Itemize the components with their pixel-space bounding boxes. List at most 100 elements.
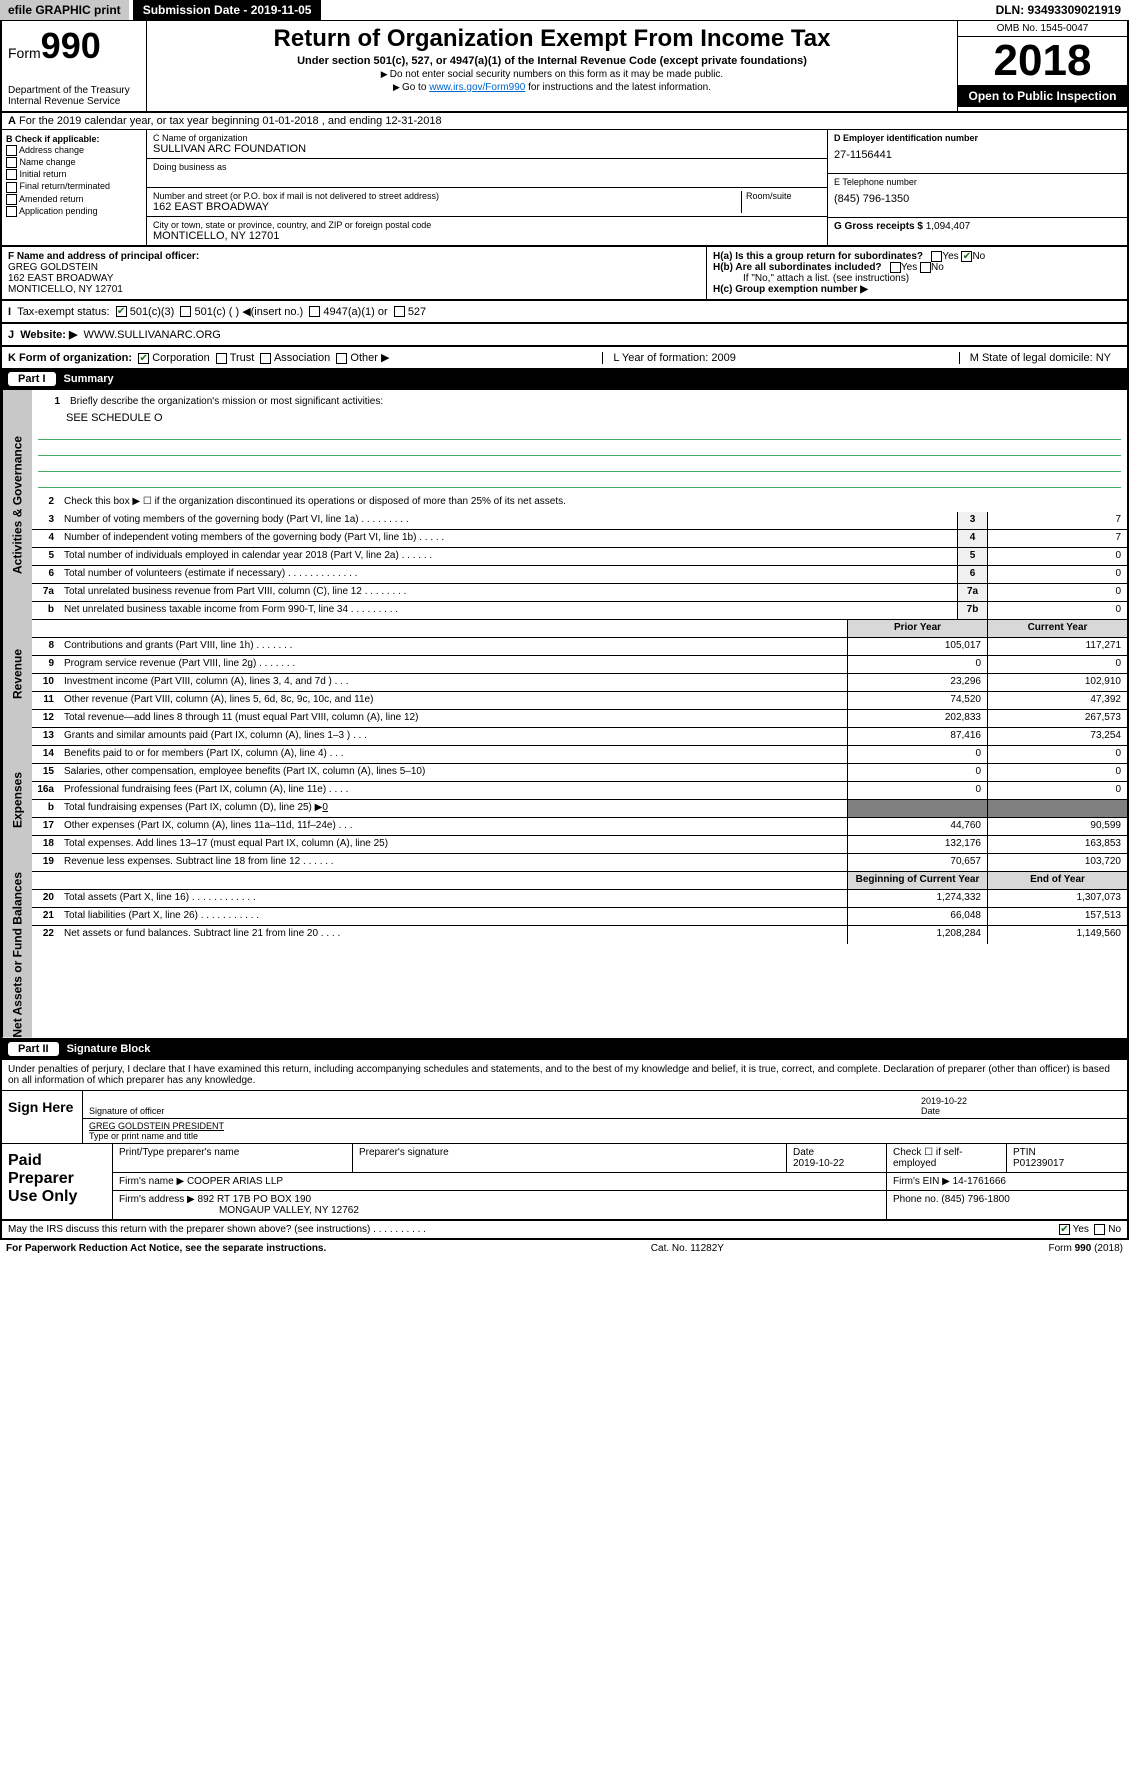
p11: 74,520 (847, 692, 987, 709)
dln: DLN: 93493309021919 (988, 0, 1129, 20)
officer-addr1: 162 EAST BROADWAY (8, 273, 700, 284)
l1-text: Briefly describe the organization's miss… (66, 394, 1121, 412)
l7a: Total unrelated business revenue from Pa… (60, 584, 957, 601)
c-name: SULLIVAN ARC FOUNDATION (153, 143, 821, 155)
part1-bar: Part ISummary (0, 370, 1129, 390)
dept-label: Department of the Treasury Internal Reve… (8, 85, 140, 107)
state-domicile: M State of legal domicile: NY (959, 352, 1121, 364)
firm-name: COOPER ARIAS LLP (187, 1176, 283, 1187)
c20: 1,307,073 (987, 890, 1127, 907)
prep-date-h: Date (793, 1147, 880, 1158)
discuss-no[interactable] (1094, 1224, 1105, 1235)
c11: 47,392 (987, 692, 1127, 709)
year-formation: L Year of formation: 2009 (602, 352, 746, 364)
prep-date-v: 2019-10-22 (793, 1158, 880, 1169)
ha-line: H(a) Is this a group return for subordin… (713, 251, 1121, 262)
ptin-v: P01239017 (1013, 1158, 1121, 1169)
prep-self: Check ☐ if self-employed (887, 1144, 1007, 1172)
v7b: 0 (987, 602, 1127, 619)
tax-year: 2018 (958, 37, 1127, 85)
check-b-label: B Check if applicable: (6, 134, 142, 144)
ck-trust[interactable] (216, 353, 227, 364)
f-lbl: F Name and address of principal officer: (8, 251, 700, 262)
addr-lbl: Number and street (or P.O. box if mail i… (153, 191, 741, 201)
v3: 7 (987, 512, 1127, 529)
p16a: 0 (847, 782, 987, 799)
ck-name[interactable]: Name change (6, 157, 142, 168)
l20: Total assets (Part X, line 16) . . . . .… (60, 890, 847, 907)
discuss-line: May the IRS discuss this return with the… (0, 1221, 1129, 1240)
l16a: Professional fundraising fees (Part IX, … (60, 782, 847, 799)
efile-label[interactable]: efile GRAPHIC print (0, 0, 129, 20)
tel-lbl: E Telephone number (834, 177, 1121, 187)
v6: 0 (987, 566, 1127, 583)
p18: 132,176 (847, 836, 987, 853)
l19: Revenue less expenses. Subtract line 18 … (60, 854, 847, 871)
ck-initial[interactable]: Initial return (6, 169, 142, 180)
hb-line: H(b) Are all subordinates included? Yes … (713, 262, 1121, 273)
omb: OMB No. 1545-0047 (958, 21, 1127, 37)
c13: 73,254 (987, 728, 1127, 745)
l3: Number of voting members of the governin… (60, 512, 957, 529)
officer-name: GREG GOLDSTEIN (8, 262, 700, 273)
v7a: 0 (987, 584, 1127, 601)
p21: 66,048 (847, 908, 987, 925)
entity-block: B Check if applicable: Address change Na… (0, 130, 1129, 247)
v4: 7 (987, 530, 1127, 547)
ck-address[interactable]: Address change (6, 145, 142, 156)
firm-addr: 892 RT 17B PO BOX 190 (198, 1194, 312, 1205)
c-name-lbl: C Name of organization (153, 133, 821, 143)
sig-date: 2019-10-22 (921, 1096, 1121, 1106)
ck-4947[interactable] (309, 306, 320, 317)
submission-date: Submission Date - 2019-11-05 (133, 0, 322, 20)
hc-line: H(c) Group exemption number ▶ (713, 284, 1121, 295)
ck-other[interactable] (336, 353, 347, 364)
sig-name: GREG GOLDSTEIN PRESIDENT (89, 1121, 224, 1131)
cat-no: Cat. No. 11282Y (651, 1243, 724, 1254)
officer-addr2: MONTICELLO, NY 12701 (8, 284, 700, 295)
l10: Investment income (Part VIII, column (A)… (60, 674, 847, 691)
irs-link[interactable]: www.irs.gov/Form990 (429, 82, 525, 93)
top-bar: efile GRAPHIC print Submission Date - 20… (0, 0, 1129, 21)
ck-501c[interactable] (180, 306, 191, 317)
open-public: Open to Public Inspection (958, 85, 1127, 107)
gross-val: 1,094,407 (926, 221, 971, 232)
c17: 90,599 (987, 818, 1127, 835)
ck-amended[interactable]: Amended return (6, 194, 142, 205)
discuss-yes[interactable] (1059, 1224, 1070, 1235)
side-revenue: Revenue (2, 620, 32, 728)
ck-assoc[interactable] (260, 353, 271, 364)
p22: 1,208,284 (847, 926, 987, 944)
prep-sig-h: Preparer's signature (353, 1144, 787, 1172)
c16a: 0 (987, 782, 1127, 799)
p19: 70,657 (847, 854, 987, 871)
l1-val: SEE SCHEDULE O (38, 412, 1121, 424)
ptin-h: PTIN (1013, 1147, 1121, 1158)
phone-val: (845) 796-1800 (941, 1194, 1009, 1205)
side-netassets: Net Assets or Fund Balances (2, 872, 32, 1038)
pra-notice: For Paperwork Reduction Act Notice, see … (6, 1243, 326, 1254)
calendar-line: A For the 2019 calendar year, or tax yea… (0, 113, 1129, 130)
dba-lbl: Doing business as (153, 162, 821, 172)
p17: 44,760 (847, 818, 987, 835)
l17: Other expenses (Part IX, column (A), lin… (60, 818, 847, 835)
ck-corp[interactable] (138, 353, 149, 364)
ck-final[interactable]: Final return/terminated (6, 181, 142, 192)
c18: 163,853 (987, 836, 1127, 853)
l12: Total revenue—add lines 8 through 11 (mu… (60, 710, 847, 727)
prep-name-h: Print/Type preparer's name (113, 1144, 353, 1172)
l18: Total expenses. Add lines 13–17 (must eq… (60, 836, 847, 853)
ck-pending[interactable]: Application pending (6, 206, 142, 217)
tel-val: (845) 796-1350 (834, 193, 1121, 205)
c10: 102,910 (987, 674, 1127, 691)
part2-bar: Part IISignature Block (0, 1040, 1129, 1060)
phone-lbl: Phone no. (893, 1194, 939, 1205)
l15: Salaries, other compensation, employee b… (60, 764, 847, 781)
firm-lbl: Firm's name ▶ (119, 1176, 184, 1187)
ck-501c3[interactable] (116, 306, 127, 317)
firm-ein: 14-1761666 (953, 1176, 1006, 1187)
l2: Check this box ▶ ☐ if the organization d… (60, 494, 1127, 512)
hb-note: If "No," attach a list. (see instruction… (713, 273, 1121, 284)
p9: 0 (847, 656, 987, 673)
ck-527[interactable] (394, 306, 405, 317)
